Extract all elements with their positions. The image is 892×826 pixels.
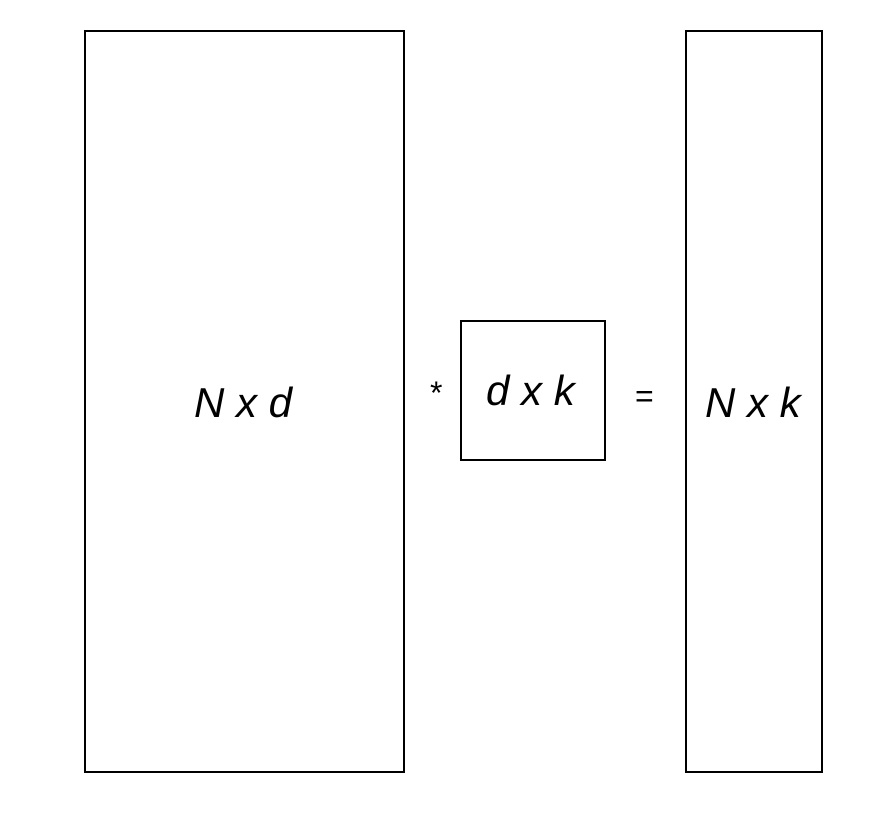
matrix-n-by-d: N x d: [84, 30, 405, 773]
matrix-n-by-d-label: N x d: [194, 379, 293, 426]
matrix-n-by-k: N x k: [685, 30, 823, 773]
matrix-d-by-k: d x k: [460, 320, 606, 461]
matrix-n-by-k-label: N x k: [705, 379, 801, 426]
multiply-operator: *: [430, 375, 443, 411]
matrix-d-by-k-label: d x k: [486, 367, 575, 414]
equals-operator: =: [635, 378, 654, 414]
